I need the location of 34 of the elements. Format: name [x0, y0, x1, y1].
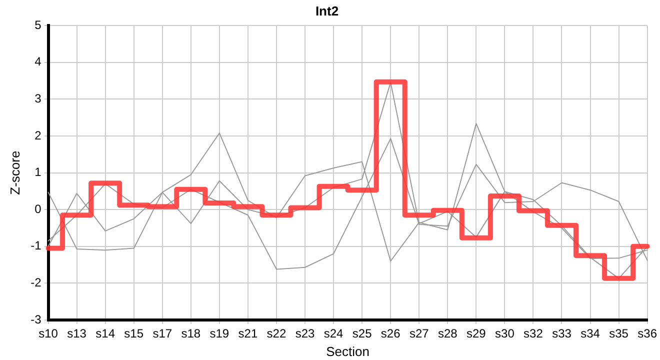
x-tick-label: s34: [580, 326, 600, 341]
x-tick-label: s33: [552, 326, 572, 341]
y-tick-label: 4: [34, 54, 42, 69]
x-tick-label: s13: [67, 326, 87, 341]
x-tick-label: s17: [152, 326, 172, 341]
y-tick-label: 3: [34, 92, 42, 106]
x-tick-label: s29: [466, 326, 486, 341]
x-tick-label: s19: [210, 326, 230, 341]
x-tick-label: s21: [238, 326, 258, 341]
x-tick-label: s23: [295, 326, 315, 341]
x-tick-label: s30: [495, 326, 515, 341]
x-tick-label: s32: [524, 326, 544, 341]
x-tick-label: s35: [609, 326, 629, 341]
x-tick-label: s18: [181, 326, 201, 341]
y-tick-label: 5: [34, 18, 42, 32]
x-tick-label: s26: [380, 326, 401, 341]
y-tick-label: 1: [34, 165, 42, 180]
x-tick-label: s27: [409, 326, 430, 341]
chart-title: Int2: [315, 3, 339, 18]
x-tick-label: s24: [324, 326, 344, 341]
x-tick-label: s14: [96, 326, 116, 341]
x-axis-title: Section: [326, 344, 370, 359]
y-tick-label: -2: [30, 276, 42, 290]
x-tick-label: s22: [266, 326, 286, 341]
x-tick-label: s25: [352, 326, 372, 341]
y-tick-label: -1: [30, 238, 42, 253]
y-tick-label: -3: [30, 312, 42, 326]
x-tick-label: s28: [438, 326, 458, 341]
y-tick-label: 2: [34, 128, 42, 142]
y-axis-title: Z-score: [7, 150, 22, 195]
x-tick-label: s10: [38, 326, 58, 341]
x-tick-label: s15: [124, 326, 144, 341]
y-tick-label: 0: [34, 202, 42, 216]
x-tick-label: s36: [638, 326, 658, 341]
